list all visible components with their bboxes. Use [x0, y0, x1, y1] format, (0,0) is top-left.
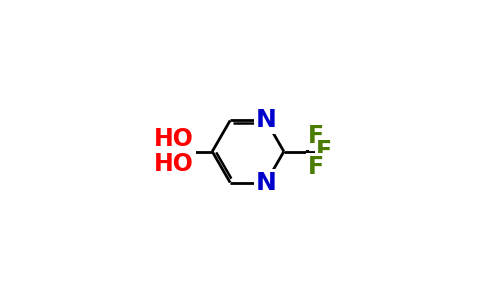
- Text: F: F: [307, 124, 324, 148]
- Text: N: N: [256, 109, 276, 133]
- Text: N: N: [256, 170, 276, 194]
- Text: F: F: [316, 140, 333, 164]
- Text: HO: HO: [153, 127, 194, 151]
- Text: F: F: [307, 154, 324, 178]
- Text: HO: HO: [153, 152, 194, 176]
- Text: B: B: [177, 140, 195, 164]
